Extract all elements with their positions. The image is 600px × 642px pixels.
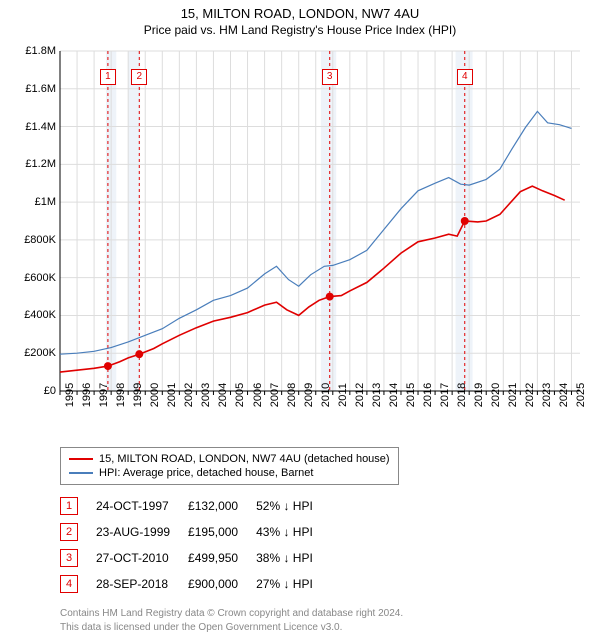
- footer-line-2: This data is licensed under the Open Gov…: [60, 621, 600, 635]
- xtick-label: 2004: [217, 383, 229, 407]
- legend: 15, MILTON ROAD, LONDON, NW7 4AU (detach…: [60, 447, 399, 485]
- xtick-label: 2023: [541, 383, 553, 407]
- chart-svg: [0, 41, 600, 441]
- xtick-label: 2017: [439, 383, 451, 407]
- xtick-label: 1997: [98, 383, 110, 407]
- table-row: 1 24-OCT-1997£132,00052% ↓ HPI: [60, 493, 331, 519]
- legend-swatch: [69, 458, 93, 460]
- xtick-label: 2006: [252, 383, 264, 407]
- xtick-label: 2007: [269, 383, 281, 407]
- sale-marker: 3: [322, 69, 338, 85]
- table-row: 3 27-OCT-2010£499,95038% ↓ HPI: [60, 545, 331, 571]
- ytick-label: £800K: [24, 234, 56, 246]
- footer-line-1: Contains HM Land Registry data © Crown c…: [60, 607, 600, 621]
- xtick-label: 2014: [388, 383, 400, 407]
- sale-number-box: 4: [60, 575, 78, 593]
- xtick-label: 2005: [234, 383, 246, 407]
- ytick-label: £1M: [35, 196, 56, 208]
- xtick-label: 2010: [320, 383, 332, 407]
- ytick-label: £1.8M: [25, 45, 56, 57]
- sale-delta: 43% ↓ HPI: [256, 519, 331, 545]
- xtick-label: 1995: [64, 383, 76, 407]
- ytick-label: £0: [44, 385, 56, 397]
- xtick-label: 2021: [507, 383, 519, 407]
- table-row: 4 28-SEP-2018£900,00027% ↓ HPI: [60, 571, 331, 597]
- sale-date: 28-SEP-2018: [96, 571, 188, 597]
- sale-date: 23-AUG-1999: [96, 519, 188, 545]
- xtick-label: 2003: [200, 383, 212, 407]
- sale-date: 27-OCT-2010: [96, 545, 188, 571]
- ytick-label: £200K: [24, 347, 56, 359]
- sale-delta: 52% ↓ HPI: [256, 493, 331, 519]
- legend-item: 15, MILTON ROAD, LONDON, NW7 4AU (detach…: [69, 452, 390, 466]
- ytick-label: £1.2M: [25, 158, 56, 170]
- sale-marker: 4: [457, 69, 473, 85]
- xtick-label: 2016: [422, 383, 434, 407]
- table-row: 2 23-AUG-1999£195,00043% ↓ HPI: [60, 519, 331, 545]
- ytick-label: £600K: [24, 272, 56, 284]
- xtick-label: 1999: [132, 383, 144, 407]
- sale-price: £195,000: [188, 519, 256, 545]
- xtick-label: 2022: [524, 383, 536, 407]
- sale-number-box: 2: [60, 523, 78, 541]
- footer: Contains HM Land Registry data © Crown c…: [60, 607, 600, 642]
- xtick-label: 2001: [166, 383, 178, 407]
- sale-price: £499,950: [188, 545, 256, 571]
- xtick-label: 1998: [115, 383, 127, 407]
- sale-date: 24-OCT-1997: [96, 493, 188, 519]
- sale-marker: 1: [100, 69, 116, 85]
- sale-price: £132,000: [188, 493, 256, 519]
- sale-delta: 27% ↓ HPI: [256, 571, 331, 597]
- ytick-label: £400K: [24, 309, 56, 321]
- legend-label: 15, MILTON ROAD, LONDON, NW7 4AU (detach…: [99, 453, 390, 465]
- xtick-label: 2002: [183, 383, 195, 407]
- xtick-label: 2009: [303, 383, 315, 407]
- xtick-label: 2024: [558, 383, 570, 407]
- xtick-label: 2018: [456, 383, 468, 407]
- xtick-label: 2025: [575, 383, 587, 407]
- sale-number-box: 1: [60, 497, 78, 515]
- sale-number-box: 3: [60, 549, 78, 567]
- chart-subtitle: Price paid vs. HM Land Registry's House …: [0, 21, 600, 41]
- xtick-label: 2011: [337, 383, 349, 407]
- legend-item: HPI: Average price, detached house, Barn…: [69, 466, 390, 480]
- sale-marker: 2: [131, 69, 147, 85]
- xtick-label: 2015: [405, 383, 417, 407]
- xtick-label: 2020: [490, 383, 502, 407]
- chart-title: 15, MILTON ROAD, LONDON, NW7 4AU: [0, 0, 600, 21]
- xtick-label: 2013: [371, 383, 383, 407]
- ytick-label: £1.4M: [25, 121, 56, 133]
- xtick-label: 2012: [354, 383, 366, 407]
- sale-delta: 38% ↓ HPI: [256, 545, 331, 571]
- xtick-label: 2008: [286, 383, 298, 407]
- xtick-label: 1996: [81, 383, 93, 407]
- legend-swatch: [69, 472, 93, 474]
- legend-label: HPI: Average price, detached house, Barn…: [99, 467, 313, 479]
- xtick-label: 2000: [149, 383, 161, 407]
- sales-table: 1 24-OCT-1997£132,00052% ↓ HPI 2 23-AUG-199…: [60, 493, 331, 597]
- chart: £0 £200K £400K £600K £800K £1M £1.2M £1.4M £1.6M…: [0, 41, 600, 441]
- sale-price: £900,000: [188, 571, 256, 597]
- xtick-label: 2019: [473, 383, 485, 407]
- ytick-label: £1.6M: [25, 83, 56, 95]
- page: 15, MILTON ROAD, LONDON, NW7 4AU Price p…: [0, 0, 600, 642]
